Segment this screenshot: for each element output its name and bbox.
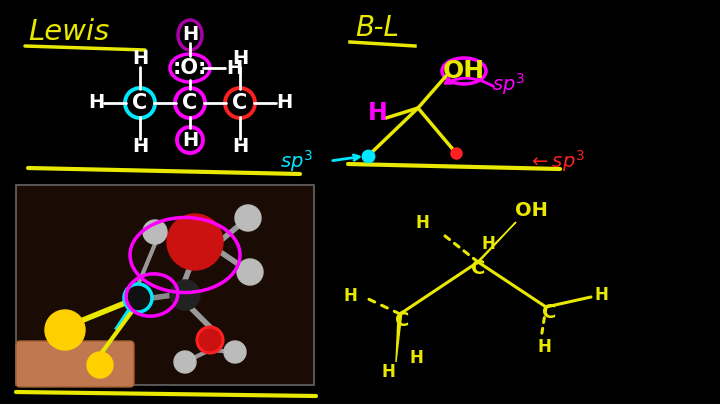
Circle shape — [87, 352, 113, 378]
FancyBboxPatch shape — [16, 341, 134, 387]
Text: C: C — [233, 93, 248, 113]
Circle shape — [235, 205, 261, 231]
Text: C: C — [542, 303, 556, 322]
Text: C: C — [471, 259, 485, 278]
Text: C: C — [132, 93, 148, 113]
Text: H: H — [381, 363, 395, 381]
Circle shape — [170, 280, 200, 310]
Circle shape — [224, 341, 246, 363]
Text: OH: OH — [515, 200, 547, 219]
Text: H: H — [594, 286, 608, 304]
Text: C: C — [395, 311, 409, 330]
Text: :O:: :O: — [173, 58, 207, 78]
Text: B-L: B-L — [355, 14, 399, 42]
Text: H: H — [232, 137, 248, 156]
Text: H: H — [368, 101, 388, 125]
Text: H: H — [132, 50, 148, 69]
Text: H: H — [88, 93, 104, 112]
Text: H: H — [409, 349, 423, 367]
Text: OH: OH — [443, 59, 485, 83]
Circle shape — [143, 220, 167, 244]
Circle shape — [174, 351, 196, 373]
Circle shape — [167, 214, 223, 270]
Circle shape — [237, 259, 263, 285]
Text: H: H — [132, 137, 148, 156]
Text: $sp^3$: $sp^3$ — [492, 71, 524, 97]
Text: $\leftarrow sp^3$: $\leftarrow sp^3$ — [528, 148, 585, 174]
FancyBboxPatch shape — [16, 185, 314, 385]
Circle shape — [125, 285, 151, 311]
Text: $sp^3$: $sp^3$ — [280, 148, 313, 174]
Text: C: C — [182, 93, 197, 113]
Text: H: H — [481, 235, 495, 253]
Text: H: H — [537, 338, 551, 356]
Polygon shape — [477, 222, 516, 264]
Text: H: H — [276, 93, 292, 112]
Text: H: H — [182, 130, 198, 149]
Text: H: H — [182, 25, 198, 44]
Text: Lewis: Lewis — [28, 18, 109, 46]
Text: H: H — [226, 59, 242, 78]
Text: H: H — [415, 214, 429, 232]
Text: H: H — [232, 50, 248, 69]
Polygon shape — [396, 311, 402, 362]
Circle shape — [45, 310, 85, 350]
Text: H: H — [343, 287, 357, 305]
Circle shape — [197, 327, 223, 353]
